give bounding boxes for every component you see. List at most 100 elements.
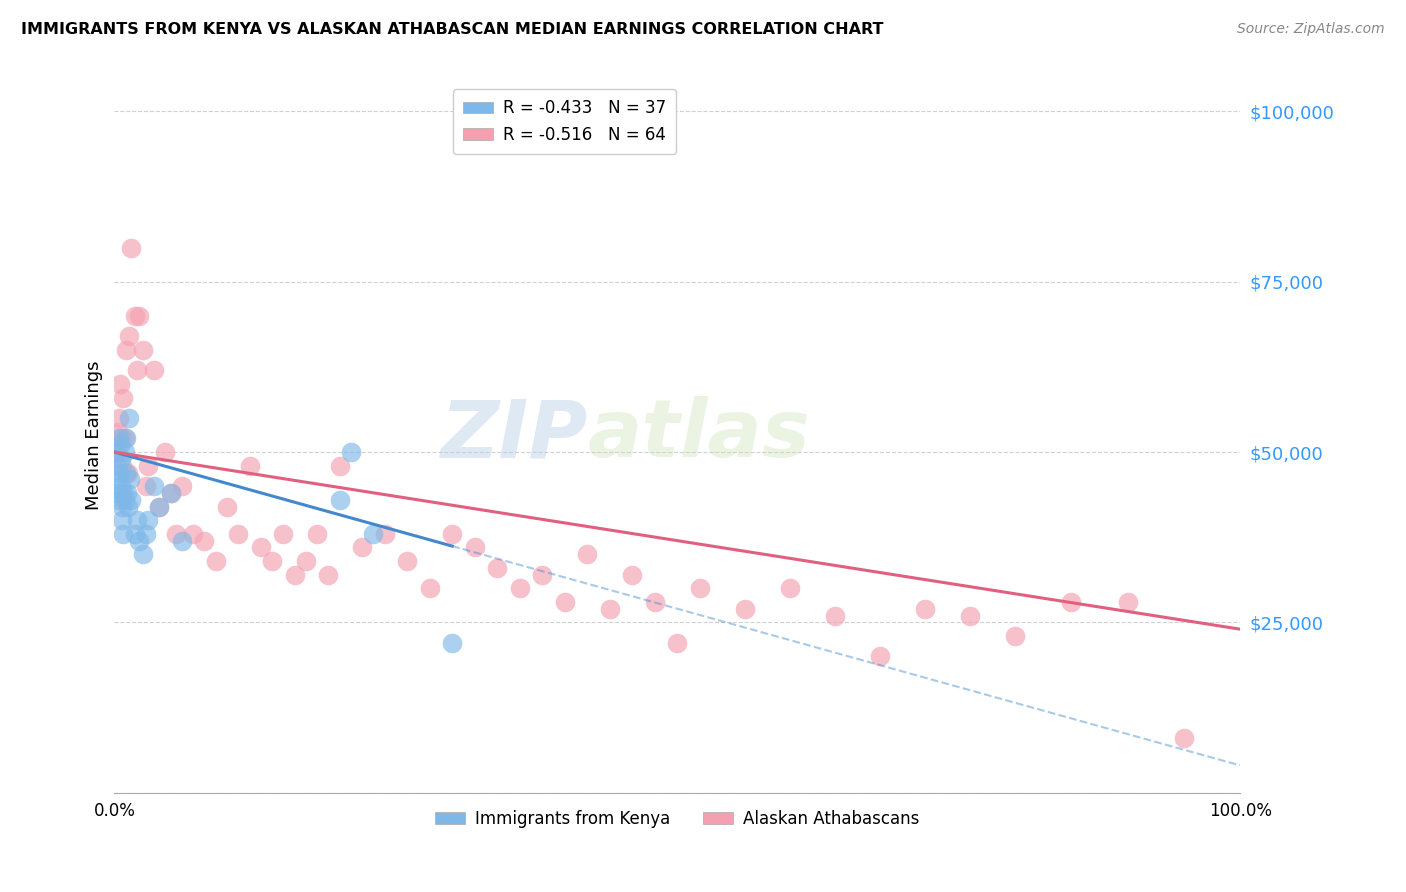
Point <box>734 601 756 615</box>
Point <box>159 486 181 500</box>
Point <box>135 526 157 541</box>
Point <box>294 554 316 568</box>
Point <box>554 595 576 609</box>
Point <box>249 541 271 555</box>
Point <box>107 472 129 486</box>
Point <box>120 492 142 507</box>
Point <box>124 309 146 323</box>
Point <box>108 438 131 452</box>
Point <box>226 526 249 541</box>
Point <box>165 526 187 541</box>
Legend: Immigrants from Kenya, Alaskan Athabascans: Immigrants from Kenya, Alaskan Athabasca… <box>429 803 927 834</box>
Point <box>107 486 129 500</box>
Point <box>509 582 531 596</box>
Point <box>1116 595 1139 609</box>
Point <box>131 547 153 561</box>
Point <box>1004 629 1026 643</box>
Point <box>117 466 139 480</box>
Point <box>105 458 128 473</box>
Point <box>959 608 981 623</box>
Point <box>181 526 204 541</box>
Point <box>159 486 181 500</box>
Point <box>441 636 464 650</box>
Point <box>111 513 134 527</box>
Point <box>260 554 283 568</box>
Point <box>824 608 846 623</box>
Point <box>464 541 486 555</box>
Point <box>531 567 554 582</box>
Point <box>352 541 374 555</box>
Point <box>576 547 599 561</box>
Point <box>128 309 150 323</box>
Point <box>142 363 165 377</box>
Point <box>125 363 148 377</box>
Point <box>108 376 131 391</box>
Point <box>486 561 509 575</box>
Point <box>689 582 711 596</box>
Point <box>441 526 464 541</box>
Point <box>644 595 666 609</box>
Point <box>363 526 385 541</box>
Point <box>107 425 129 439</box>
Point <box>148 500 170 514</box>
Point <box>120 241 142 255</box>
Point <box>114 445 136 459</box>
Point <box>108 411 131 425</box>
Point <box>128 533 150 548</box>
Point <box>117 500 139 514</box>
Point <box>215 500 238 514</box>
Point <box>110 479 132 493</box>
Point <box>135 479 157 493</box>
Point <box>193 533 215 548</box>
Point <box>170 533 193 548</box>
Point <box>110 432 132 446</box>
Point <box>204 554 226 568</box>
Point <box>666 636 689 650</box>
Point <box>329 458 352 473</box>
Text: atlas: atlas <box>588 396 810 474</box>
Text: Source: ZipAtlas.com: Source: ZipAtlas.com <box>1237 22 1385 37</box>
Point <box>148 500 170 514</box>
Point <box>305 526 328 541</box>
Point <box>374 526 396 541</box>
Point <box>124 526 146 541</box>
Point <box>419 582 441 596</box>
Point <box>329 492 352 507</box>
Point <box>271 526 294 541</box>
Point <box>108 492 131 507</box>
Point <box>114 466 136 480</box>
Point <box>869 649 891 664</box>
Text: IMMIGRANTS FROM KENYA VS ALASKAN ATHABASCAN MEDIAN EARNINGS CORRELATION CHART: IMMIGRANTS FROM KENYA VS ALASKAN ATHABAS… <box>21 22 883 37</box>
Point <box>114 432 136 446</box>
Point <box>111 500 134 514</box>
Point <box>115 486 138 500</box>
Text: ZIP: ZIP <box>440 396 588 474</box>
Point <box>779 582 801 596</box>
Point <box>111 458 134 473</box>
Point <box>914 601 936 615</box>
Point <box>153 445 176 459</box>
Y-axis label: Median Earnings: Median Earnings <box>86 360 103 510</box>
Point <box>136 458 159 473</box>
Point <box>120 472 142 486</box>
Point <box>340 445 363 459</box>
Point <box>114 343 136 357</box>
Point <box>112 526 135 541</box>
Point <box>1173 731 1195 746</box>
Point <box>114 492 136 507</box>
Point <box>112 486 135 500</box>
Point <box>238 458 260 473</box>
Point <box>105 445 128 459</box>
Point <box>125 513 148 527</box>
Point <box>283 567 305 582</box>
Point <box>110 451 132 466</box>
Point <box>170 479 193 493</box>
Point <box>104 445 127 459</box>
Point <box>599 601 621 615</box>
Point <box>142 479 165 493</box>
Point <box>112 391 135 405</box>
Point <box>1060 595 1083 609</box>
Point <box>108 466 131 480</box>
Point <box>118 329 141 343</box>
Point <box>114 432 136 446</box>
